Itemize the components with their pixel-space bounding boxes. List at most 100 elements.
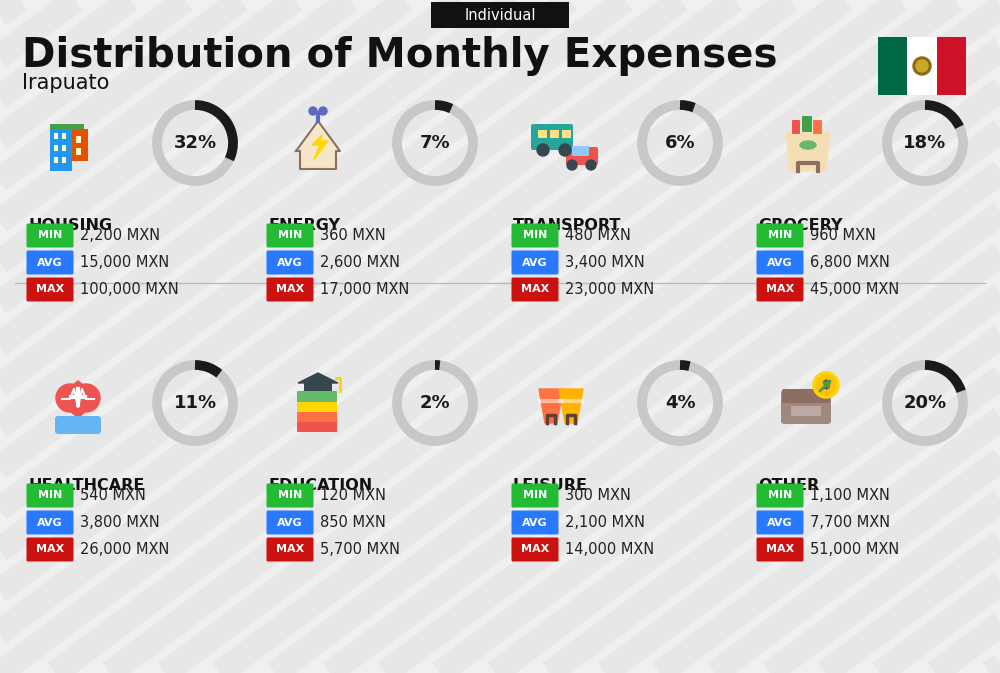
FancyBboxPatch shape	[757, 538, 804, 561]
Text: AVG: AVG	[767, 518, 793, 528]
Text: MAX: MAX	[521, 285, 549, 295]
Circle shape	[537, 144, 549, 156]
Text: 18%: 18%	[903, 134, 947, 152]
FancyBboxPatch shape	[512, 483, 558, 507]
Text: 100,000 MXN: 100,000 MXN	[80, 282, 179, 297]
Circle shape	[567, 160, 577, 170]
Text: MIN: MIN	[38, 491, 62, 501]
Circle shape	[916, 60, 928, 72]
Text: Individual: Individual	[464, 7, 536, 22]
Circle shape	[559, 144, 571, 156]
Polygon shape	[539, 389, 563, 423]
Text: 850 MXN: 850 MXN	[320, 515, 386, 530]
FancyBboxPatch shape	[54, 133, 58, 139]
Text: HEALTHCARE: HEALTHCARE	[28, 478, 144, 493]
Polygon shape	[298, 373, 338, 383]
FancyBboxPatch shape	[791, 406, 821, 416]
FancyBboxPatch shape	[72, 129, 88, 161]
FancyBboxPatch shape	[304, 383, 332, 391]
Text: MAX: MAX	[276, 285, 304, 295]
Text: AVG: AVG	[37, 258, 63, 267]
Text: 17,000 MXN: 17,000 MXN	[320, 282, 409, 297]
FancyBboxPatch shape	[562, 130, 571, 138]
FancyBboxPatch shape	[937, 37, 966, 95]
FancyBboxPatch shape	[781, 390, 831, 424]
Polygon shape	[56, 381, 100, 418]
FancyBboxPatch shape	[907, 37, 937, 95]
FancyBboxPatch shape	[297, 411, 337, 422]
FancyBboxPatch shape	[802, 116, 812, 132]
FancyBboxPatch shape	[266, 250, 314, 275]
FancyBboxPatch shape	[572, 146, 589, 156]
Text: 2,200 MXN: 2,200 MXN	[80, 228, 160, 243]
Text: TRANSPORT: TRANSPORT	[513, 218, 621, 233]
Circle shape	[319, 107, 327, 115]
Text: Irapuato: Irapuato	[22, 73, 109, 93]
Text: 960 MXN: 960 MXN	[810, 228, 876, 243]
FancyBboxPatch shape	[757, 250, 804, 275]
Text: MIN: MIN	[278, 491, 302, 501]
Circle shape	[309, 107, 317, 115]
FancyBboxPatch shape	[62, 133, 66, 139]
Text: 11%: 11%	[173, 394, 217, 412]
Text: 300 MXN: 300 MXN	[565, 488, 631, 503]
Circle shape	[56, 384, 84, 412]
Text: MAX: MAX	[766, 544, 794, 555]
Text: 2%: 2%	[420, 394, 450, 412]
FancyBboxPatch shape	[757, 277, 804, 302]
FancyBboxPatch shape	[54, 145, 58, 151]
FancyBboxPatch shape	[566, 147, 598, 165]
FancyBboxPatch shape	[26, 538, 74, 561]
FancyBboxPatch shape	[266, 483, 314, 507]
FancyBboxPatch shape	[55, 416, 101, 434]
Text: MAX: MAX	[36, 285, 64, 295]
Polygon shape	[296, 121, 340, 169]
Text: EDUCATION: EDUCATION	[268, 478, 372, 493]
Text: 360 MXN: 360 MXN	[320, 228, 386, 243]
Polygon shape	[559, 389, 583, 423]
FancyBboxPatch shape	[782, 389, 830, 403]
FancyBboxPatch shape	[792, 120, 800, 134]
FancyBboxPatch shape	[266, 223, 314, 248]
FancyBboxPatch shape	[512, 223, 558, 248]
Text: AVG: AVG	[522, 518, 548, 528]
FancyBboxPatch shape	[62, 157, 66, 163]
Ellipse shape	[800, 141, 816, 149]
Text: MIN: MIN	[523, 491, 547, 501]
FancyBboxPatch shape	[538, 130, 547, 138]
FancyBboxPatch shape	[266, 511, 314, 534]
FancyBboxPatch shape	[50, 124, 84, 129]
FancyBboxPatch shape	[266, 277, 314, 302]
FancyBboxPatch shape	[297, 391, 337, 402]
Circle shape	[816, 375, 836, 395]
Text: MIN: MIN	[38, 230, 62, 240]
Text: MAX: MAX	[276, 544, 304, 555]
FancyBboxPatch shape	[878, 37, 907, 95]
FancyBboxPatch shape	[550, 130, 559, 138]
FancyBboxPatch shape	[297, 401, 337, 412]
Text: 14,000 MXN: 14,000 MXN	[565, 542, 654, 557]
Polygon shape	[786, 133, 830, 171]
Text: MIN: MIN	[768, 230, 792, 240]
Text: MIN: MIN	[768, 491, 792, 501]
Text: 7%: 7%	[420, 134, 450, 152]
FancyBboxPatch shape	[26, 483, 74, 507]
FancyBboxPatch shape	[297, 421, 337, 432]
Text: 540 MXN: 540 MXN	[80, 488, 146, 503]
Text: 120 MXN: 120 MXN	[320, 488, 386, 503]
Text: 7,700 MXN: 7,700 MXN	[810, 515, 890, 530]
FancyBboxPatch shape	[512, 277, 558, 302]
Circle shape	[913, 57, 931, 75]
Text: 6%: 6%	[665, 134, 695, 152]
FancyBboxPatch shape	[813, 120, 822, 134]
Text: 15,000 MXN: 15,000 MXN	[80, 255, 169, 270]
Text: OTHER: OTHER	[758, 478, 819, 493]
Text: AVG: AVG	[522, 258, 548, 267]
Text: 2,600 MXN: 2,600 MXN	[320, 255, 400, 270]
Text: AVG: AVG	[277, 258, 303, 267]
FancyBboxPatch shape	[266, 538, 314, 561]
Text: 51,000 MXN: 51,000 MXN	[810, 542, 899, 557]
Text: Distribution of Monthly Expenses: Distribution of Monthly Expenses	[22, 36, 778, 76]
Text: 6,800 MXN: 6,800 MXN	[810, 255, 890, 270]
Text: MIN: MIN	[523, 230, 547, 240]
